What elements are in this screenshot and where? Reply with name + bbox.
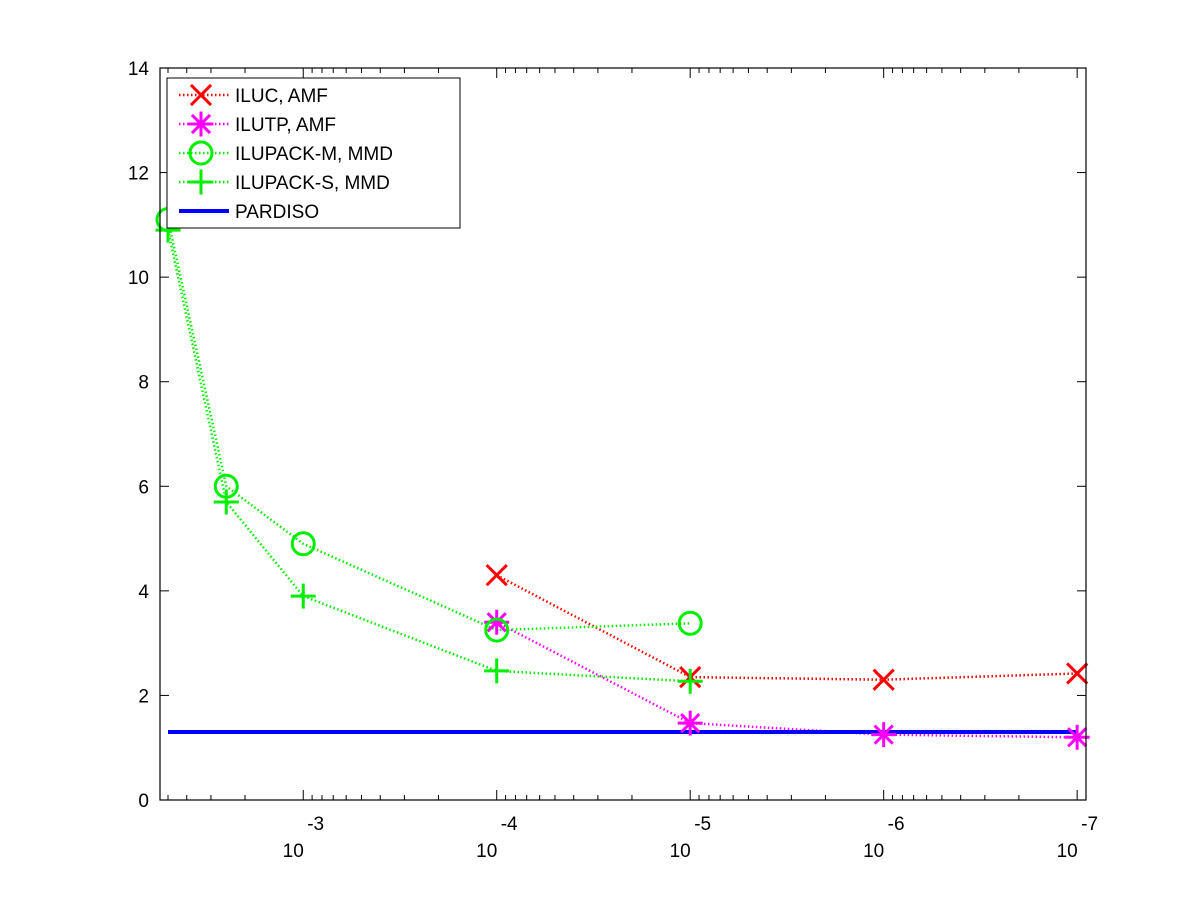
data-point-ilupack-m-mmd: [677, 610, 703, 636]
x-tick-label-exp: -5: [694, 814, 711, 835]
legend-entry: ILUC, AMF: [179, 83, 328, 107]
y-tick-label: 10: [128, 268, 149, 289]
x-tick-label-base: 10: [476, 841, 497, 862]
data-point-iluc-amf: [1066, 662, 1089, 685]
x-tick-label-exp: -4: [501, 814, 518, 835]
y-tick-label: 4: [138, 582, 149, 603]
series-line-ilutp-amf: [496, 621, 1078, 739]
data-point-ilupack-s-mmd: [484, 658, 510, 684]
x-tick-label-exp: -7: [1081, 814, 1098, 835]
data-point-ilupack-s-mmd: [290, 583, 316, 609]
legend-entry: PARDISO: [179, 202, 319, 223]
data-point-ilupack-m-mmd: [484, 617, 510, 643]
plot-frame: [159, 67, 1087, 801]
data-point-ilutp-amf: [871, 722, 897, 748]
legend-entry: ILUPACK-M, MMD: [179, 140, 393, 166]
x-tick-label-base: 10: [670, 841, 691, 862]
y-tick-label: 0: [138, 791, 149, 812]
data-point-iluc-amf: [872, 668, 895, 691]
legend-entry: ILUTP, AMF: [179, 111, 336, 137]
legend: ILUC, AMF ILUTP, AMF ILUPACK-M, MMD ILUPACK…: [166, 77, 461, 229]
series-line-ilupack-m-mmd: [166, 219, 691, 632]
data-point-ilutp-amf: [677, 710, 703, 736]
x-tick-label-exp: -6: [888, 814, 905, 835]
legend-label: ILUPACK-M, MMD: [235, 144, 393, 165]
legend-marker: [189, 83, 213, 107]
y-tick-label: 12: [128, 164, 149, 185]
legend-entry: ILUPACK-S, MMD: [179, 169, 390, 195]
x-tick-label-base: 10: [283, 841, 304, 862]
plot-markers: [155, 207, 1090, 750]
x-tick-label-base: 10: [863, 841, 884, 862]
x-tick-label-exp: -3: [307, 814, 324, 835]
legend-label: PARDISO: [235, 202, 319, 223]
legend-marker: [188, 140, 214, 166]
series-line-iluc-amf: [496, 574, 1078, 681]
data-point-ilupack-s-mmd: [677, 668, 703, 694]
y-tick-label: 6: [138, 477, 149, 498]
data-point-iluc-amf: [485, 564, 508, 587]
legend-label: ILUTP, AMF: [235, 115, 336, 136]
y-tick-label: 2: [138, 686, 149, 707]
data-point-ilutp-amf: [1064, 724, 1090, 750]
data-point-ilupack-s-mmd: [213, 489, 239, 515]
legend-label: ILUC, AMF: [235, 86, 328, 107]
legend-marker: [188, 169, 214, 195]
x-tick-label-base: 10: [1057, 841, 1078, 862]
plot-lines: [166, 219, 1078, 739]
series-line-ilupack-s-mmd: [166, 229, 691, 683]
y-tick-label: 14: [128, 59, 150, 80]
y-tick-label: 8: [138, 373, 149, 394]
legend-label: ILUPACK-S, MMD: [235, 173, 390, 194]
legend-marker: [188, 111, 214, 137]
data-point-ilupack-m-mmd: [290, 531, 316, 557]
